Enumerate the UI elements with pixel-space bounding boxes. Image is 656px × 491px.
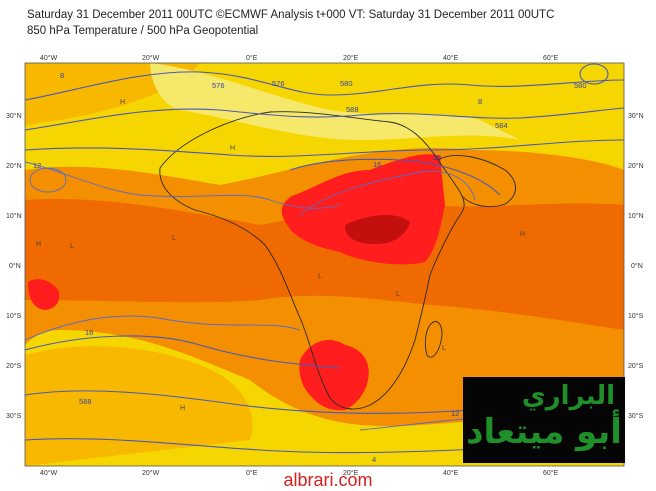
temp-label: 8 — [478, 97, 482, 106]
temperature-ring-12 — [29, 167, 67, 193]
temp-label: 16 — [85, 328, 93, 337]
coastline-africa — [159, 111, 465, 410]
temp-band-cool-north — [150, 63, 520, 140]
chart-title: Saturday 31 December 2011 00UTC ©ECMWF A… — [27, 9, 555, 21]
lat-tick-label: 20°S — [6, 362, 22, 370]
geopotential-label: 588 — [346, 105, 359, 114]
lon-tick-label: 60°E — [543, 54, 559, 62]
low-pressure-marker: L — [70, 243, 74, 250]
lon-tick-label: 60°E — [543, 469, 559, 477]
high-pressure-marker: H — [120, 99, 125, 106]
coastline-madagascar — [424, 321, 443, 358]
geopotential-label: 580 — [574, 81, 587, 90]
geopotential-line-588-south — [25, 335, 341, 369]
lat-tick-label: 20°N — [628, 162, 644, 170]
temperature-line-12 — [25, 161, 341, 209]
geopotential-line-580 — [25, 107, 624, 131]
logo-line-2: أبو ميتعاد — [466, 412, 622, 452]
latitude-axis: 30°N 20°N 10°N 0°N 10°S 20°S 30°S 30°N 2… — [6, 112, 644, 420]
lon-tick-label: 0°E — [246, 54, 258, 62]
temp-label: 16 — [373, 160, 381, 169]
hot-core-west — [28, 279, 60, 310]
lat-tick-label: 0°N — [9, 262, 21, 270]
temperature-line-20 — [299, 170, 476, 216]
temp-band-southwest — [25, 346, 253, 466]
coastline-arabia — [437, 155, 516, 207]
low-pressure-marker: L — [442, 345, 446, 352]
temp-label: 12 — [33, 161, 41, 170]
lon-tick-label: 40°E — [443, 54, 459, 62]
geopotential-line-584 — [25, 139, 624, 157]
high-pressure-marker: H — [36, 241, 41, 248]
lon-tick-label: 40°E — [443, 469, 459, 477]
logo-line-1: البراري — [521, 381, 615, 411]
geopotential-line-588 — [289, 158, 501, 196]
map-frame — [24, 62, 625, 467]
lat-tick-label: 10°N — [6, 212, 22, 220]
lat-tick-label: 0°N — [631, 262, 643, 270]
geopotential-line-576 — [25, 71, 624, 101]
lon-tick-label: 20°W — [142, 54, 160, 62]
hot-core-south — [299, 340, 369, 411]
geopotential-label: 580 — [340, 79, 353, 88]
geopotential-low-northeast — [579, 63, 609, 85]
lat-tick-label: 30°N — [628, 112, 644, 120]
geopotential-label: 576 — [212, 81, 225, 90]
lat-tick-label: 10°S — [628, 312, 644, 320]
longitude-axis: 40°W 20°W 0°E 20°E 40°E 60°E 40°W 20°W 0… — [40, 54, 559, 477]
coastlines — [159, 111, 516, 410]
lon-tick-label: 0°E — [246, 469, 258, 477]
lat-tick-label: 10°S — [6, 312, 22, 320]
lat-tick-label: 20°S — [628, 362, 644, 370]
lon-tick-label: 40°W — [40, 54, 58, 62]
lon-tick-label: 20°E — [343, 54, 359, 62]
temp-label: 4 — [372, 455, 376, 464]
lat-tick-label: 20°N — [6, 162, 22, 170]
lon-tick-label: 20°W — [142, 469, 160, 477]
lat-tick-label: 30°S — [6, 412, 22, 420]
temperature-contours — [25, 161, 521, 431]
temp-label: 20 — [433, 153, 441, 162]
watermark-logo: البراري أبو ميتعاد — [463, 377, 625, 463]
high-pressure-marker: H — [230, 145, 235, 152]
low-pressure-marker: L — [396, 291, 400, 298]
lat-tick-label: 10°N — [628, 212, 644, 220]
hot-core-north — [281, 154, 445, 265]
high-pressure-marker: H — [180, 405, 185, 412]
geopotential-label: 584 — [495, 121, 508, 130]
lat-tick-label: 30°N — [6, 112, 22, 120]
high-pressure-marker: H — [520, 231, 525, 238]
low-pressure-marker: L — [318, 273, 322, 280]
site-watermark: albrari.com — [283, 470, 373, 490]
low-pressure-marker: L — [172, 235, 176, 242]
temperature-line-16 — [25, 315, 301, 341]
lon-tick-label: 20°E — [343, 469, 359, 477]
lat-tick-label: 30°S — [628, 412, 644, 420]
geopotential-label: 588 — [79, 397, 92, 406]
hot-core-north-max — [345, 214, 410, 245]
temp-band-dark-orange — [25, 199, 624, 330]
lon-tick-label: 40°W — [40, 469, 58, 477]
geopotential-label: 576 — [272, 79, 285, 88]
geopotential-contours — [25, 63, 624, 454]
temp-label: 8 — [60, 71, 64, 80]
chart-subtitle: 850 hPa Temperature / 500 hPa Geopotenti… — [27, 25, 259, 37]
temp-label: 12 — [451, 409, 459, 418]
